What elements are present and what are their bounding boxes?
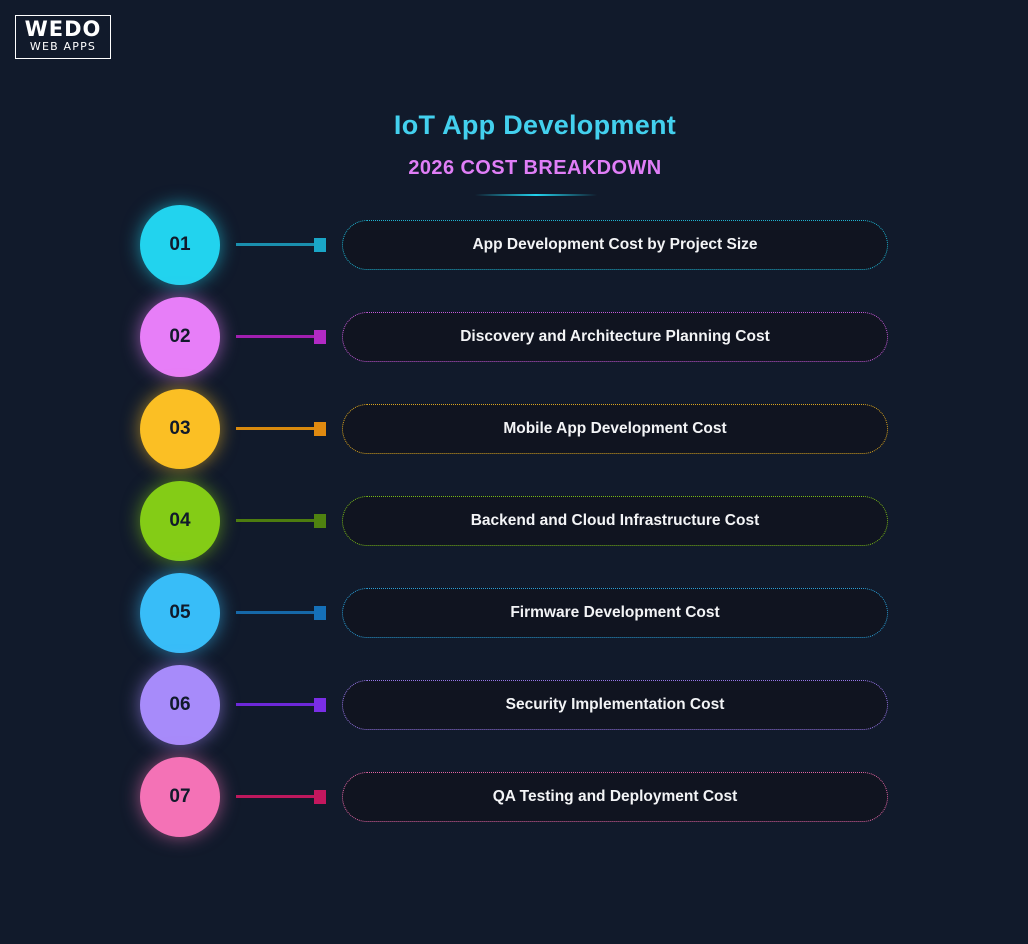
step-number-badge: 01	[140, 205, 220, 285]
list-item: 05 Firmware Development Cost	[0, 573, 1028, 653]
connector-square	[314, 514, 326, 528]
step-label-pill: Mobile App Development Cost	[342, 404, 888, 454]
connector-line	[236, 243, 316, 246]
connector-line	[236, 519, 316, 522]
connector-square	[314, 698, 326, 712]
step-number-badge: 06	[140, 665, 220, 745]
page-title: IoT App Development	[393, 110, 677, 140]
logo-tagline: WEB APPS	[29, 40, 97, 53]
step-number-badge: 03	[140, 389, 220, 469]
list-item: 06 Security Implementation Cost	[0, 665, 1028, 745]
step-label-pill: QA Testing and Deployment Cost	[342, 772, 888, 822]
title-divider	[475, 194, 597, 196]
connector-square	[314, 422, 326, 436]
step-number-badge: 07	[140, 757, 220, 837]
step-label-pill: Discovery and Architecture Planning Cost	[342, 312, 888, 362]
connector-line	[236, 703, 316, 706]
step-label-pill: Backend and Cloud Infrastructure Cost	[342, 496, 888, 546]
list-item: 07 QA Testing and Deployment Cost	[0, 757, 1028, 837]
step-label-pill: App Development Cost by Project Size	[342, 220, 888, 270]
connector-line	[236, 335, 316, 338]
list-item: 01 App Development Cost by Project Size	[0, 205, 1028, 285]
connector-square	[314, 330, 326, 344]
brand-logo: WEDO WEB APPS	[15, 15, 111, 59]
step-number-badge: 02	[140, 297, 220, 377]
page-subtitle: 2026 COST BREAKDOWN	[408, 157, 662, 179]
step-number-badge: 04	[140, 481, 220, 561]
connector-square	[314, 790, 326, 804]
connector-square	[314, 238, 326, 252]
connector-line	[236, 427, 316, 430]
list-item: 03 Mobile App Development Cost	[0, 389, 1028, 469]
list-item: 04 Backend and Cloud Infrastructure Cost	[0, 481, 1028, 561]
logo-wordmark: WEDO	[24, 17, 102, 41]
connector-line	[236, 795, 316, 798]
step-number-badge: 05	[140, 573, 220, 653]
step-label-pill: Firmware Development Cost	[342, 588, 888, 638]
list-item: 02 Discovery and Architecture Planning C…	[0, 297, 1028, 377]
connector-square	[314, 606, 326, 620]
connector-line	[236, 611, 316, 614]
step-label-pill: Security Implementation Cost	[342, 680, 888, 730]
